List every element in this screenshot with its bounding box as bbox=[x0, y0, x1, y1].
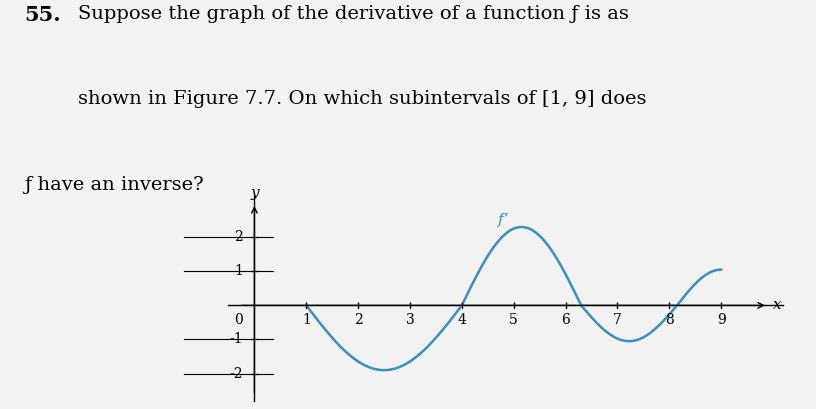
Text: 9: 9 bbox=[716, 313, 725, 327]
Text: 1: 1 bbox=[234, 264, 243, 278]
Text: x: x bbox=[773, 299, 782, 312]
Text: Suppose the graph of the derivative of a function ƒ is as: Suppose the graph of the derivative of a… bbox=[78, 5, 628, 23]
Text: 4: 4 bbox=[458, 313, 466, 327]
Text: 0: 0 bbox=[234, 313, 243, 327]
Text: -2: -2 bbox=[229, 366, 243, 380]
Text: 5: 5 bbox=[509, 313, 518, 327]
Text: 55.: 55. bbox=[24, 5, 61, 25]
Text: 3: 3 bbox=[406, 313, 415, 327]
Text: 2: 2 bbox=[234, 230, 243, 244]
Text: -1: -1 bbox=[229, 333, 243, 346]
Text: 8: 8 bbox=[665, 313, 674, 327]
Text: shown in Figure 7.7. On which subintervals of [1, 9] does: shown in Figure 7.7. On which subinterva… bbox=[78, 90, 646, 108]
Text: y: y bbox=[250, 186, 259, 200]
Text: 2: 2 bbox=[354, 313, 362, 327]
Text: ƒ have an inverse?: ƒ have an inverse? bbox=[24, 175, 204, 193]
Text: 7: 7 bbox=[613, 313, 622, 327]
Text: f’: f’ bbox=[498, 213, 510, 227]
Text: 6: 6 bbox=[561, 313, 570, 327]
Text: 1: 1 bbox=[302, 313, 311, 327]
